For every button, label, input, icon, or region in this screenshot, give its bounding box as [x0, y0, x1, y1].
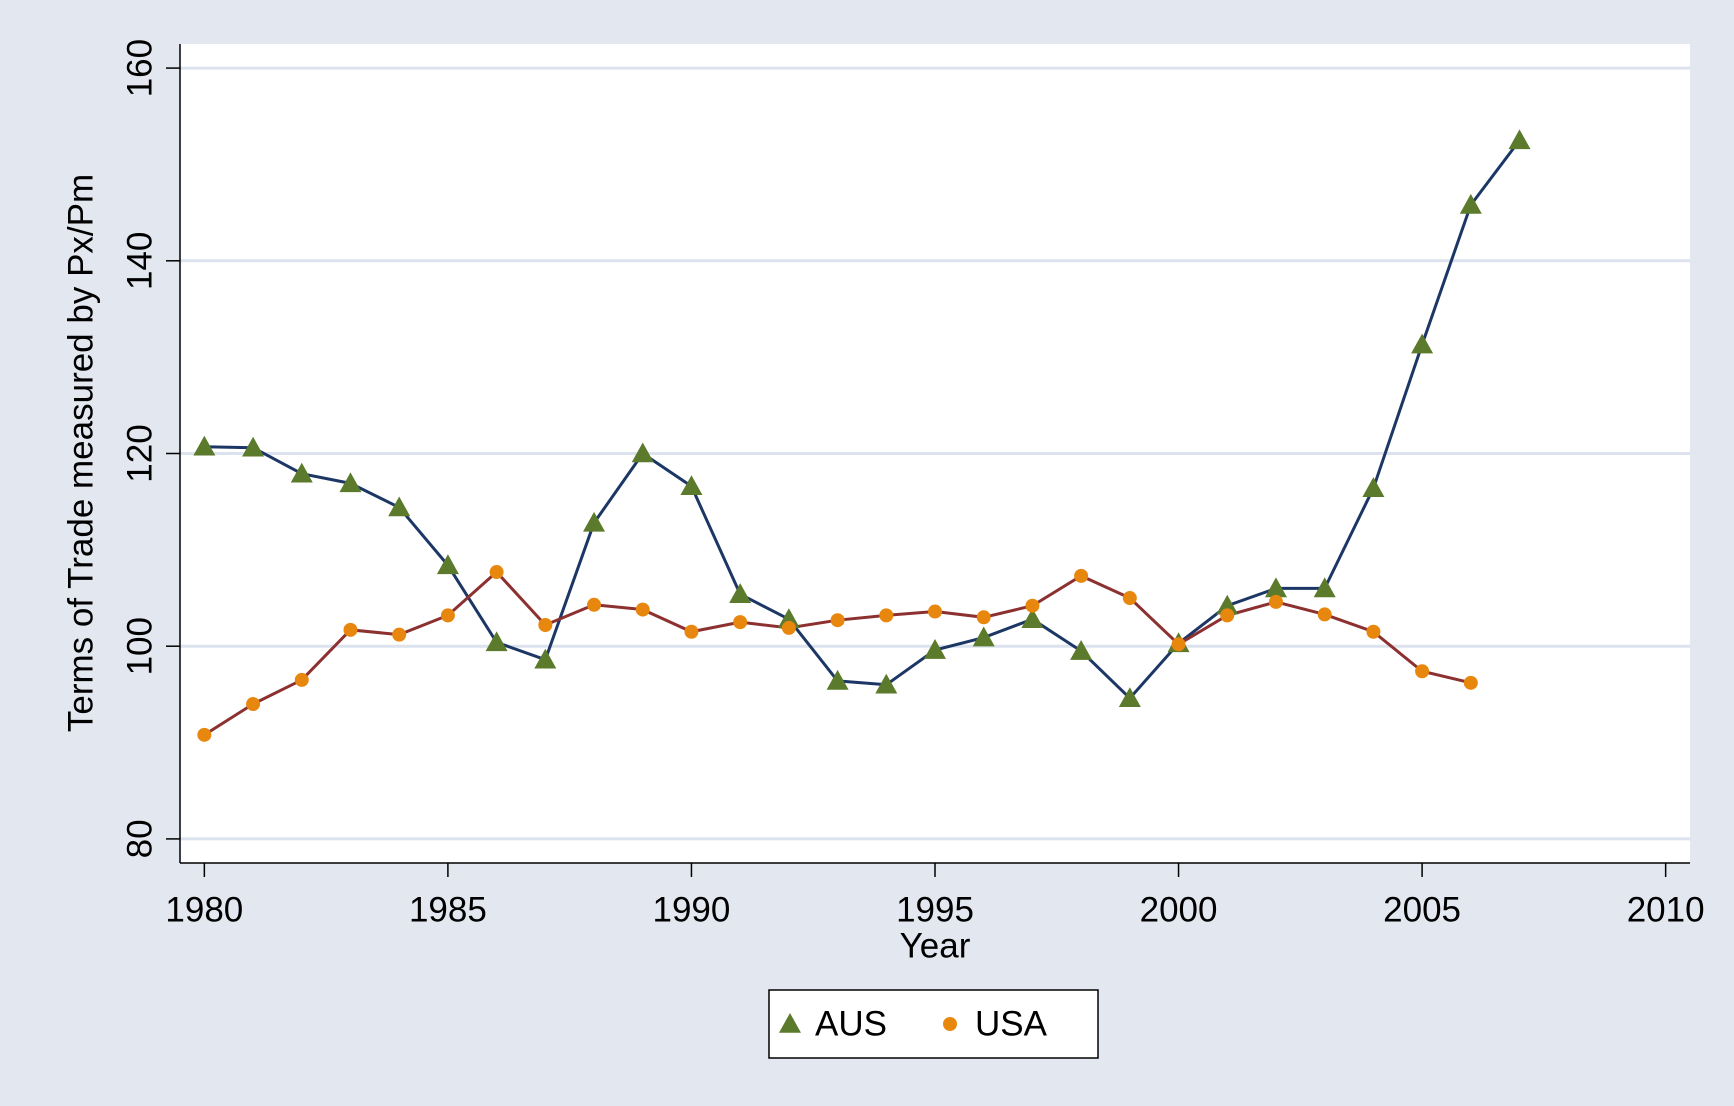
marker [1317, 607, 1332, 622]
x-axis-title: Year [900, 926, 971, 965]
marker [197, 727, 212, 742]
marker [781, 620, 796, 635]
marker [290, 462, 313, 483]
marker [1366, 624, 1381, 639]
y-tick-label: 100 [120, 617, 159, 675]
marker [1415, 664, 1430, 679]
y-tick-label: 80 [120, 819, 159, 858]
x-tick-label: 1985 [409, 890, 487, 929]
marker [583, 511, 606, 532]
marker [489, 565, 504, 580]
marker [830, 613, 845, 628]
marker [1025, 598, 1040, 613]
marker [928, 604, 942, 619]
marker [534, 648, 557, 669]
marker [1264, 577, 1287, 598]
legend-box [768, 989, 1099, 1059]
marker [1220, 608, 1235, 623]
x-tick-label: 2010 [1627, 890, 1705, 929]
marker [879, 608, 894, 623]
legend-marker [779, 1013, 801, 1033]
marker [976, 610, 991, 625]
marker [1268, 594, 1283, 609]
marker [1021, 608, 1044, 629]
series-line [204, 139, 1521, 701]
y-axis-title: Terms of Trade measured by Px/Pm [61, 174, 100, 732]
marker [729, 583, 752, 603]
marker [1313, 577, 1336, 598]
x-tick-label: 1995 [896, 890, 974, 929]
marker [1070, 640, 1093, 660]
marker [1463, 675, 1478, 690]
marker [826, 669, 849, 690]
marker [485, 631, 508, 652]
legend-label: USA [975, 1004, 1048, 1043]
legend-label: AUS [815, 1004, 887, 1043]
marker [538, 618, 553, 633]
marker [1074, 568, 1089, 583]
marker [684, 624, 699, 639]
marker [1122, 591, 1137, 606]
marker [635, 602, 650, 617]
x-tick-label: 1990 [653, 890, 731, 929]
legend-marker [943, 1017, 957, 1031]
marker [436, 554, 459, 575]
marker [440, 608, 455, 623]
marker [242, 436, 265, 457]
marker [339, 472, 362, 493]
x-tick-label: 2005 [1383, 890, 1461, 929]
marker [1362, 477, 1385, 497]
y-tick-label: 120 [120, 424, 159, 482]
marker [1216, 594, 1239, 615]
y-tick-label: 140 [120, 232, 159, 290]
marker [680, 475, 703, 496]
marker [388, 496, 411, 517]
marker [587, 597, 602, 612]
marker [1508, 129, 1531, 150]
marker [294, 672, 309, 687]
marker [1411, 333, 1434, 354]
marker [1171, 637, 1186, 652]
marker [1459, 193, 1482, 214]
marker [392, 627, 407, 642]
marker [1118, 687, 1141, 708]
x-tick-label: 2000 [1140, 890, 1218, 929]
y-tick-label: 160 [120, 39, 159, 97]
marker [343, 622, 358, 637]
marker [875, 673, 898, 694]
marker [246, 697, 261, 712]
marker [972, 626, 995, 647]
marker [733, 615, 748, 630]
x-tick-label: 1980 [165, 890, 243, 929]
marker [193, 435, 216, 456]
marker [924, 639, 946, 659]
marker [777, 608, 800, 629]
marker [631, 442, 654, 463]
